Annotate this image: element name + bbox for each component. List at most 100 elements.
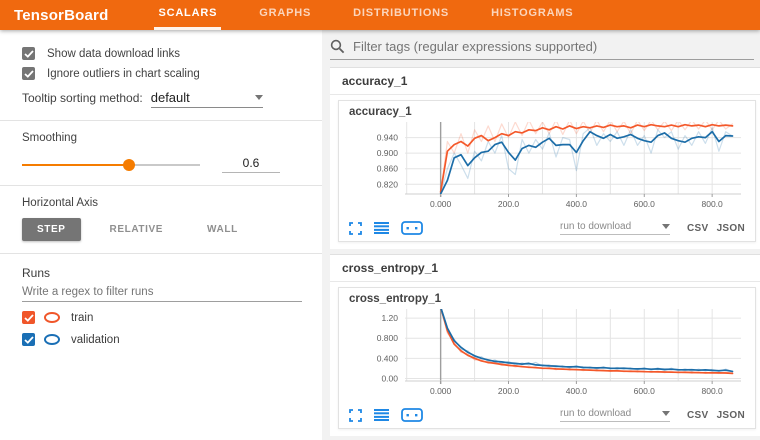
run-validation-label: validation xyxy=(71,333,120,346)
svg-text:0.400: 0.400 xyxy=(377,353,399,363)
svg-text:0.820: 0.820 xyxy=(377,179,399,189)
log-axis-icon[interactable] xyxy=(374,409,389,421)
svg-text:600.0: 600.0 xyxy=(634,386,656,396)
data-range-toggle-icon[interactable] xyxy=(401,408,423,422)
json-link[interactable]: JSON xyxy=(716,409,745,421)
run-validation-checkbox[interactable] xyxy=(22,333,35,346)
app-title: TensorBoard xyxy=(14,6,109,24)
run-to-download-label: run to download xyxy=(560,408,632,419)
section-accuracy-header[interactable]: accuracy_1 xyxy=(330,68,760,95)
cross-entropy-chart-title: cross_entropy_1 xyxy=(349,293,442,305)
axis-relative-button[interactable]: RELATIVE xyxy=(109,224,164,235)
cross-entropy-line-chart[interactable]: 0.00 0.400 0.800 1.20 0.000 200.0 400.0 600.0 80… xyxy=(349,306,749,404)
accuracy-chart-title: accuracy_1 xyxy=(349,106,412,118)
settings-sidebar: Show data download links Ignore outliers… xyxy=(0,30,322,440)
section-accuracy: accuracy_1 accuracy_1 0.820 0.860 0.900 0.9… xyxy=(330,67,760,249)
ignore-outliers-checkbox[interactable] xyxy=(22,67,35,80)
filter-tags-input[interactable] xyxy=(353,39,754,54)
csv-link[interactable]: CSV xyxy=(687,409,709,421)
slider-fill xyxy=(22,163,129,166)
smoothing-slider[interactable] xyxy=(22,158,200,171)
accuracy-line-chart[interactable]: 0.820 0.860 0.900 0.940 0.000 200.0 400.0 600.0… xyxy=(349,119,749,217)
chevron-down-icon xyxy=(662,224,670,229)
tooltip-sorting-select[interactable]: default xyxy=(150,90,263,108)
nav-tabs: SCALARS GRAPHS DISTRIBUTIONS HISTOGRAMS xyxy=(154,0,611,30)
slider-thumb[interactable] xyxy=(122,158,135,171)
tab-scalars[interactable]: SCALARS xyxy=(154,0,222,30)
runs-label: Runs xyxy=(22,266,51,280)
accuracy-chart-card: accuracy_1 0.820 0.860 0.900 0.940 0.000 200.… xyxy=(338,100,756,242)
svg-text:0.000: 0.000 xyxy=(430,386,452,396)
tab-graphs[interactable]: GRAPHS xyxy=(259,7,312,19)
app-header: TensorBoard SCALARS GRAPHS DISTRIBUTIONS… xyxy=(0,0,760,30)
section-cross-entropy: cross_entropy_1 cross_entropy_1 0.00 0.40… xyxy=(330,254,760,436)
expand-chart-icon[interactable] xyxy=(349,221,362,235)
svg-text:600.0: 600.0 xyxy=(634,199,656,209)
tab-histograms[interactable]: HISTOGRAMS xyxy=(491,7,574,19)
svg-text:0.860: 0.860 xyxy=(377,164,399,174)
run-to-download-label: run to download xyxy=(560,221,632,232)
download-links: CSV JSON xyxy=(682,223,745,234)
svg-text:0.900: 0.900 xyxy=(377,148,399,158)
smoothing-label: Smoothing xyxy=(22,132,77,144)
download-controls: run to download CSV JSON xyxy=(560,221,749,235)
csv-link[interactable]: CSV xyxy=(687,222,709,234)
show-download-links-checkbox[interactable] xyxy=(22,47,35,60)
ignore-outliers-row: Ignore outliers in chart scaling xyxy=(22,67,302,80)
check-icon xyxy=(23,69,34,78)
horizontal-axis-label: Horizontal Axis xyxy=(22,197,99,209)
check-icon xyxy=(23,313,34,322)
section-cross-entropy-header[interactable]: cross_entropy_1 xyxy=(330,255,760,282)
download-links: CSV JSON xyxy=(682,410,745,421)
filter-tags-row xyxy=(330,39,754,60)
download-controls: run to download CSV JSON xyxy=(560,408,749,422)
check-icon xyxy=(23,49,34,58)
smoothing-value[interactable]: 0.6 xyxy=(222,156,280,173)
horizontal-axis-buttons: STEP RELATIVE WALL xyxy=(22,218,302,241)
expand-chart-icon[interactable] xyxy=(349,408,362,422)
svg-text:400.0: 400.0 xyxy=(566,199,588,209)
axis-step-button[interactable]: STEP xyxy=(22,218,81,241)
check-icon xyxy=(23,335,34,344)
section-accuracy-body: accuracy_1 0.820 0.860 0.900 0.940 0.000 200.… xyxy=(330,95,760,249)
svg-text:200.0: 200.0 xyxy=(498,386,520,396)
chevron-down-icon xyxy=(662,411,670,416)
run-train-label: train xyxy=(71,311,94,324)
tooltip-sorting-label: Tooltip sorting method: xyxy=(22,91,143,105)
run-row-validation: validation xyxy=(22,333,302,346)
section-cross-entropy-body: cross_entropy_1 0.00 0.400 0.800 1.20 0.000 2… xyxy=(330,282,760,436)
run-train-color-swatch[interactable] xyxy=(44,312,60,323)
svg-text:200.0: 200.0 xyxy=(498,199,520,209)
svg-text:0.800: 0.800 xyxy=(377,333,399,343)
data-range-toggle-icon[interactable] xyxy=(401,221,423,235)
svg-text:400.0: 400.0 xyxy=(566,386,588,396)
search-icon xyxy=(330,39,345,54)
tab-distributions[interactable]: DISTRIBUTIONS xyxy=(353,7,450,19)
svg-text:0.000: 0.000 xyxy=(430,199,452,209)
cross-entropy-chart-card: cross_entropy_1 0.00 0.400 0.800 1.20 0.000 2… xyxy=(338,287,756,429)
log-axis-icon[interactable] xyxy=(374,222,389,234)
run-to-download-select[interactable]: run to download xyxy=(560,221,670,235)
svg-text:1.20: 1.20 xyxy=(381,313,398,323)
show-download-links-label: Show data download links xyxy=(47,47,180,60)
chevron-down-icon xyxy=(254,95,263,100)
run-to-download-select[interactable]: run to download xyxy=(560,408,670,422)
tooltip-sorting-value: default xyxy=(150,90,190,105)
dashboard-main: accuracy_1 accuracy_1 0.820 0.860 0.900 0.9… xyxy=(322,30,760,440)
divider xyxy=(0,185,322,186)
json-link[interactable]: JSON xyxy=(716,222,745,234)
show-download-links-row: Show data download links xyxy=(22,47,302,60)
smoothing-row: 0.6 xyxy=(22,156,302,173)
svg-text:800.0: 800.0 xyxy=(702,386,724,396)
divider xyxy=(0,120,322,121)
cross-entropy-card-toolbar: run to download CSV JSON xyxy=(349,405,749,425)
ignore-outliers-label: Ignore outliers in chart scaling xyxy=(47,67,200,80)
runs-regex-input[interactable] xyxy=(22,280,302,302)
accuracy-card-toolbar: run to download CSV JSON xyxy=(349,218,749,238)
svg-text:0.00: 0.00 xyxy=(381,373,398,383)
axis-wall-button[interactable]: WALL xyxy=(207,224,238,235)
svg-text:0.940: 0.940 xyxy=(377,133,399,143)
svg-text:800.0: 800.0 xyxy=(702,199,724,209)
run-train-checkbox[interactable] xyxy=(22,311,35,324)
run-validation-color-swatch[interactable] xyxy=(44,334,60,345)
